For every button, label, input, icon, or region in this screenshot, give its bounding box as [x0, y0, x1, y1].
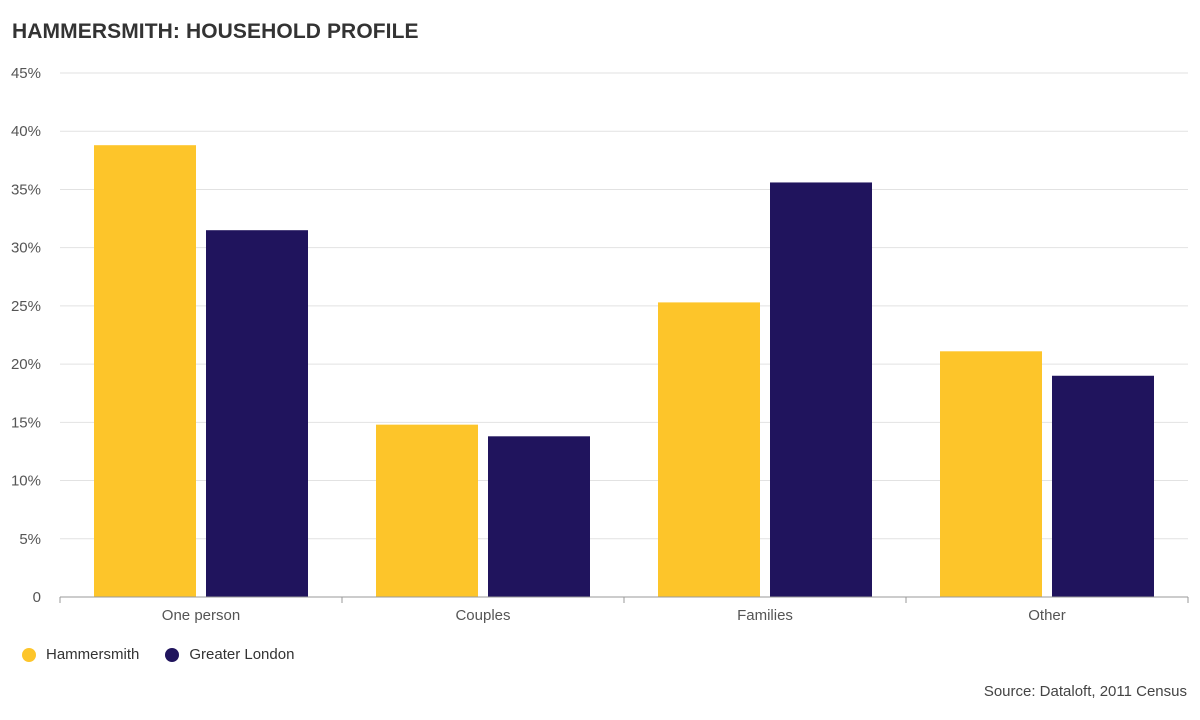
- bar-hammersmith-families[interactable]: [658, 302, 760, 597]
- y-tick-label: 45%: [11, 65, 41, 82]
- y-tick-label: 10%: [11, 473, 41, 490]
- y-tick-label: 0: [33, 589, 41, 606]
- y-tick-label: 20%: [11, 356, 41, 373]
- y-tick-label: 25%: [11, 298, 41, 315]
- bar-hammersmith-couples[interactable]: [376, 424, 478, 597]
- legend-label-hammersmith: Hammersmith: [46, 646, 140, 663]
- x-category-label: Couples: [455, 607, 510, 624]
- bars: [94, 145, 1154, 598]
- y-tick-label: 35%: [11, 181, 41, 198]
- bar-greater-london-other[interactable]: [1052, 375, 1154, 597]
- legend-swatch-hammersmith: [22, 647, 36, 662]
- legend-item-hammersmith[interactable]: Hammersmith: [22, 646, 139, 663]
- y-tick-label: 30%: [11, 240, 41, 257]
- x-category-label: One person: [162, 607, 240, 624]
- legend-item-greater-london[interactable]: Greater London: [165, 646, 294, 663]
- chart-title: HAMMERSMITH: HOUSEHOLD PROFILE: [12, 20, 419, 43]
- legend-label-greater-london: Greater London: [189, 646, 295, 663]
- source-note: Source: Dataloft, 2011 Census: [983, 683, 1187, 700]
- bar-greater-london-one-person[interactable]: [206, 230, 308, 597]
- y-tick-label: 15%: [11, 414, 41, 431]
- bar-hammersmith-one-person[interactable]: [94, 145, 196, 597]
- bar-hammersmith-other[interactable]: [940, 351, 1042, 597]
- x-axis: [59, 596, 1189, 603]
- bar-greater-london-couples[interactable]: [488, 436, 590, 597]
- x-category-label: Other: [1028, 607, 1066, 624]
- bar-greater-london-families[interactable]: [770, 182, 872, 598]
- y-tick-label: 5%: [19, 531, 41, 548]
- y-tick-label: 40%: [11, 123, 41, 140]
- legend-swatch-greater-london: [165, 647, 180, 662]
- legend: Hammersmith Greater London: [22, 646, 320, 663]
- y-axis-ticks: 0 5% 10% 15% 20% 25% 30% 35% 40% 45%: [11, 65, 41, 606]
- x-axis-labels: One person Couples Families Other: [162, 607, 1066, 624]
- x-category-label: Families: [737, 607, 793, 624]
